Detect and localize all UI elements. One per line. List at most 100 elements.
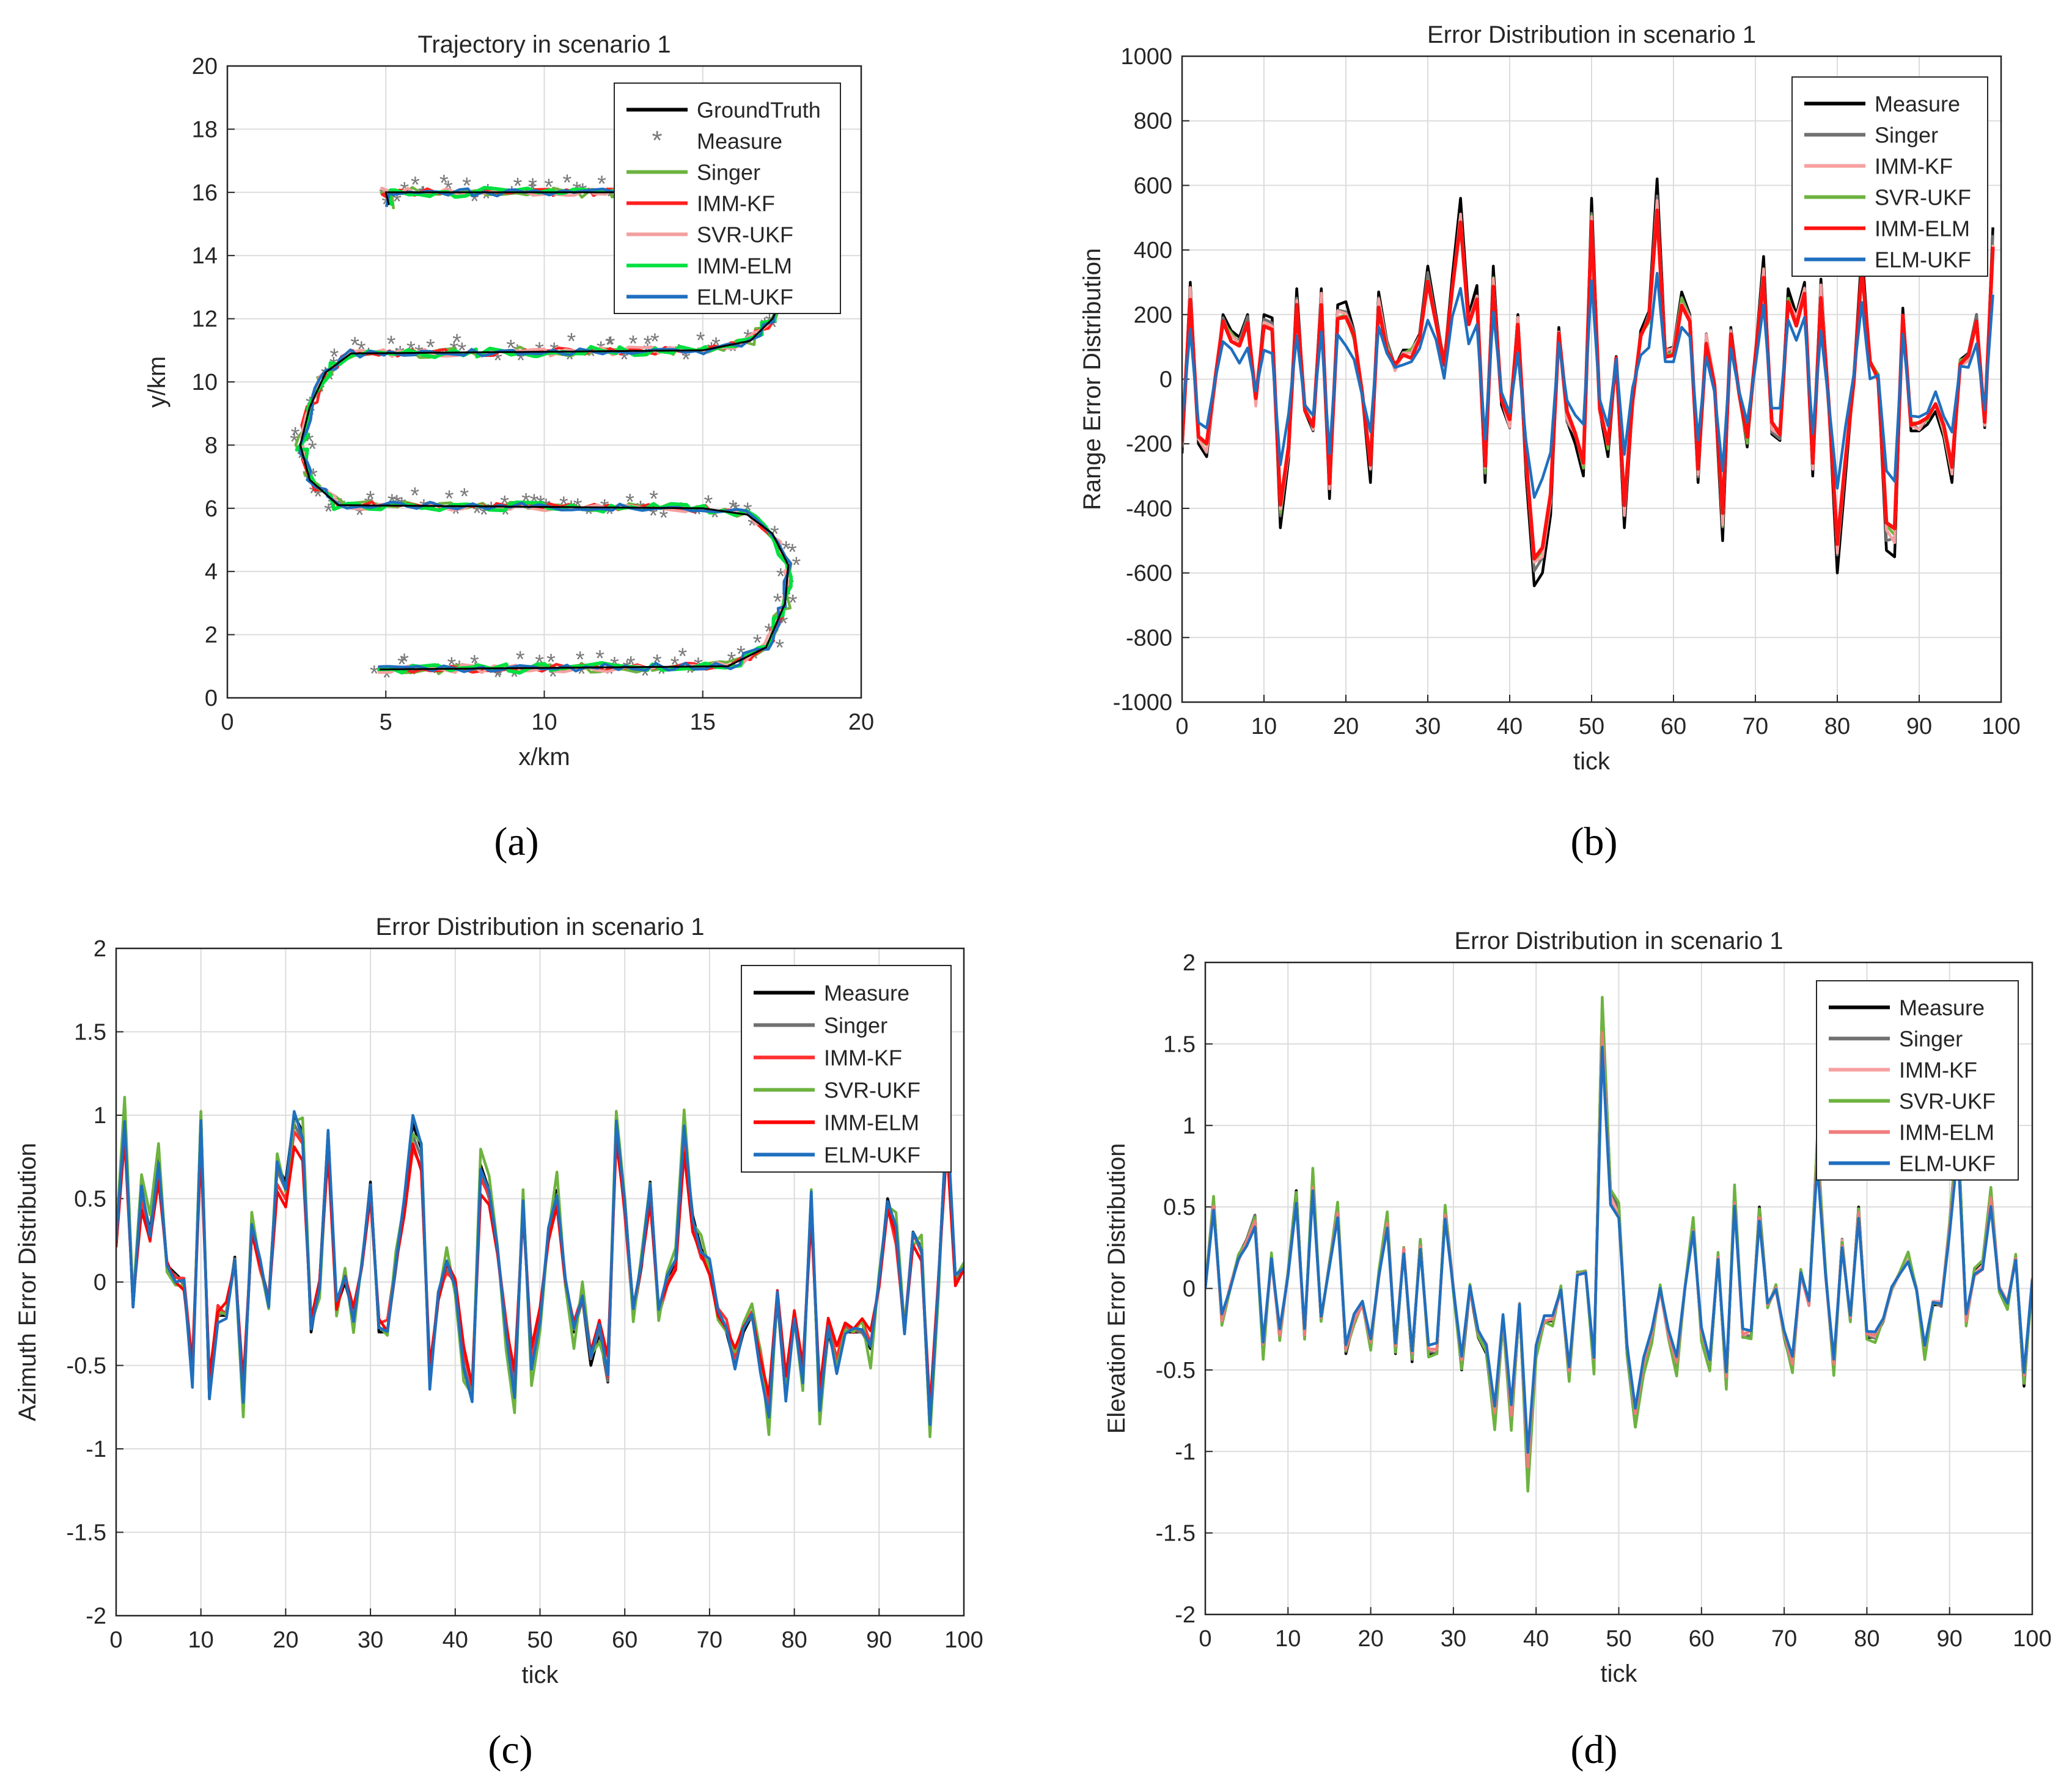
legend-marker-measure: * <box>652 126 662 156</box>
legend-box <box>741 965 952 1173</box>
legend-entry-imm-kf: IMM-KF <box>697 191 775 216</box>
legend-entry-elm-ukf: ELM-UKF <box>1875 247 1971 273</box>
x-axis-label: x/km <box>518 744 570 771</box>
x-tick-label: 70 <box>1771 1626 1797 1652</box>
y-tick-label: 800 <box>1134 109 1172 134</box>
legend-entry-imm-elm: IMM-ELM <box>824 1110 919 1135</box>
series-group <box>116 1096 964 1438</box>
y-tick-label: -800 <box>1126 625 1172 651</box>
x-tick-label: 100 <box>1982 714 2020 739</box>
y-tick-label: 2 <box>94 936 106 962</box>
y-tick-label: 8 <box>205 433 218 458</box>
legend-entry-svr-ukf: SVR-UKF <box>824 1078 920 1103</box>
y-tick-label: 2 <box>205 623 218 648</box>
measure-point: * <box>458 339 467 364</box>
y-tick-label: 0 <box>94 1270 106 1295</box>
y-tick-label: 0 <box>1183 1277 1196 1302</box>
y-tick-label: 4 <box>205 559 218 585</box>
y-tick-label: 6 <box>205 496 218 522</box>
legend-entry-elm-ukf: ELM-UKF <box>824 1143 920 1168</box>
y-tick-label: 0.5 <box>74 1187 106 1212</box>
y-tick-label: 1.5 <box>1163 1031 1196 1057</box>
legend-entry-imm-elm: IMM-ELM <box>1899 1120 1994 1145</box>
x-axis-label: tick <box>522 1662 559 1688</box>
caption-d: (d) <box>1570 1728 1618 1772</box>
y-tick-label: -0.5 <box>1156 1358 1196 1383</box>
x-tick-label: 10 <box>1275 1626 1301 1652</box>
y-tick-label: 0 <box>1159 367 1172 393</box>
legend-entry-svr-ukf: SVR-UKF <box>1875 185 1971 210</box>
legend-box <box>1816 980 2019 1181</box>
y-axis-label: Azimuth Error Distribution <box>14 1143 41 1421</box>
measure-point: * <box>410 483 419 509</box>
y-tick-label: -400 <box>1126 496 1172 522</box>
legend-entry-singer: Singer <box>697 160 760 185</box>
legend-entry-groundtruth: GroundTruth <box>697 98 821 123</box>
y-tick-label: 1 <box>1183 1113 1196 1139</box>
y-tick-label: 1.5 <box>74 1020 106 1046</box>
x-tick-label: 80 <box>1824 714 1850 739</box>
x-tick-label: 0 <box>221 709 233 735</box>
y-tick-label: -200 <box>1126 431 1172 457</box>
caption-a: (a) <box>494 819 539 864</box>
x-tick-label: 20 <box>848 709 874 735</box>
chart-title: Trajectory in scenario 1 <box>417 31 670 58</box>
chart-title: Error Distribution in scenario 1 <box>1427 21 1756 48</box>
x-tick-label: 70 <box>697 1627 722 1653</box>
measure-point: * <box>308 436 317 462</box>
x-tick-label: 60 <box>1689 1626 1714 1652</box>
x-tick-label: 30 <box>1415 714 1441 739</box>
legend-entry-svr-ukf: SVR-UKF <box>697 222 793 247</box>
y-tick-label: 1000 <box>1120 44 1172 70</box>
legend-entry-elm-ukf: ELM-UKF <box>697 285 793 310</box>
legend-entry-imm-kf: IMM-KF <box>1875 154 1953 179</box>
x-tick-label: 40 <box>443 1627 468 1653</box>
y-tick-label: -1 <box>86 1437 106 1462</box>
x-tick-label: 30 <box>1441 1626 1466 1652</box>
x-tick-label: 60 <box>612 1627 637 1653</box>
chart-title: Error Distribution in scenario 1 <box>1455 928 1784 954</box>
x-tick-label: 10 <box>531 709 557 735</box>
legend-entry-singer: Singer <box>824 1013 887 1038</box>
x-tick-label: 10 <box>1251 714 1277 739</box>
legend-entry-singer: Singer <box>1875 123 1938 148</box>
x-axis-label: tick <box>1573 748 1611 775</box>
x-tick-label: 40 <box>1497 714 1523 739</box>
measure-point: * <box>625 489 634 515</box>
x-axis-label: tick <box>1601 1660 1638 1687</box>
legend-box <box>614 82 841 314</box>
legend-entry-imm-elm: IMM-ELM <box>1875 216 1970 241</box>
measure-point: * <box>788 540 797 565</box>
measure-point: * <box>659 505 668 531</box>
x-tick-label: 15 <box>690 709 716 735</box>
measure-point: * <box>370 661 379 687</box>
axes-frame <box>115 947 965 1617</box>
x-tick-label: 70 <box>1743 714 1768 739</box>
y-axis-label: Range Error Distribution <box>1079 248 1106 510</box>
measure-point: * <box>792 552 801 578</box>
x-tick-label: 0 <box>1175 714 1188 739</box>
chart-azimuth-error: 0 10 20 30 40 50 60 70 80 90 100 -2 -1.5 -1 -0.5 0 0.5 1 1… <box>14 914 983 1688</box>
x-tick-label: 10 <box>188 1627 214 1653</box>
x-tick-label: 90 <box>866 1627 892 1653</box>
measure-point: * <box>324 499 333 525</box>
legend-entry-measure: Measure <box>697 129 782 154</box>
series-elm-ukf <box>1205 1046 2032 1454</box>
series-group <box>1205 995 2032 1493</box>
y-tick-label: 2 <box>1183 950 1196 976</box>
x-tick-label: 40 <box>1523 1626 1549 1652</box>
axes-frame <box>1181 55 2002 703</box>
y-tick-label: 16 <box>192 180 218 206</box>
legend-entry-elm-ukf: ELM-UKF <box>1899 1151 1996 1176</box>
y-tick-label: -2 <box>1175 1602 1196 1628</box>
y-tick-label: -1.5 <box>67 1520 106 1546</box>
y-tick-label: 18 <box>192 117 218 142</box>
caption-c: (c) <box>488 1728 533 1772</box>
measure-point: * <box>775 635 784 661</box>
x-tick-label: 90 <box>1906 714 1932 739</box>
x-tick-label: 20 <box>1357 1626 1383 1652</box>
x-tick-label: 30 <box>358 1627 383 1653</box>
legend-entry-imm-elm: IMM-ELM <box>697 254 792 279</box>
x-tick-label: 100 <box>2013 1626 2051 1652</box>
x-tick-label: 5 <box>380 709 392 735</box>
